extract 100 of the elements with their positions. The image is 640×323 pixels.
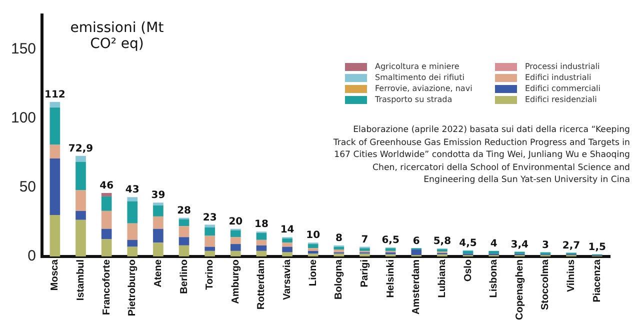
- x-tick-label: Mosca: [50, 259, 61, 291]
- bar: [153, 202, 164, 206]
- bar: [308, 244, 318, 248]
- y-tick-label: 150: [10, 40, 36, 58]
- total-label: 2,7: [562, 240, 580, 252]
- total-label: 39: [151, 190, 166, 202]
- bar: [178, 237, 190, 246]
- bar: [411, 250, 422, 256]
- x-tick-label: Copenaghen: [514, 259, 526, 320]
- bar: [230, 250, 241, 256]
- bar: [488, 250, 499, 254]
- legend-label: Edifici industriali: [525, 73, 592, 82]
- legend-label: Trasporto su strada: [375, 95, 452, 104]
- y-tick-label: 50: [19, 178, 36, 196]
- y-axis-title: emissioni (Mt CO² eq): [69, 20, 165, 52]
- bar: [127, 201, 138, 224]
- total-label: 3: [542, 240, 549, 251]
- x-tick-label: Vilnius: [566, 259, 578, 292]
- total-label: 6: [412, 236, 420, 247]
- x-tick-label: Helsinki: [385, 259, 396, 298]
- bar: [101, 196, 112, 211]
- total-label: 23: [202, 212, 217, 224]
- legend-label: Agricoltura e miniere: [375, 62, 460, 71]
- bar: [127, 246, 138, 256]
- total-label: 14: [280, 224, 294, 236]
- bar: [101, 192, 112, 196]
- bar: [204, 236, 215, 247]
- bar: [437, 249, 448, 252]
- total-label: 4,5: [459, 238, 477, 249]
- bar: [360, 254, 370, 256]
- bar: [204, 224, 215, 228]
- x-tick-label: Lubiana: [436, 259, 448, 298]
- bar: [50, 107, 60, 145]
- total-label: 46: [100, 180, 114, 192]
- x-tick-label: Torino: [204, 259, 216, 290]
- bar: [256, 232, 267, 240]
- legend-label: Edifici commerciali: [525, 84, 600, 93]
- legend-label: Processi industriali: [525, 62, 600, 71]
- total-label: 4: [490, 238, 498, 250]
- total-label: 7: [361, 234, 368, 246]
- legend-label: Edifici residenziali: [525, 95, 597, 104]
- bar: [50, 158, 60, 216]
- bar: [153, 216, 164, 229]
- bar: [50, 144, 60, 158]
- total-label: 43: [125, 184, 140, 196]
- total-label: 5,8: [433, 236, 452, 248]
- bar: [230, 230, 241, 238]
- bar: [101, 210, 112, 229]
- bar: [334, 250, 344, 252]
- bar: [127, 197, 138, 202]
- x-tick-label: Bologna: [334, 259, 345, 300]
- legend-label: Ferrovie, aviazione, navi: [375, 84, 472, 93]
- x-tick-label: Parigi: [359, 259, 370, 288]
- total-label: 1,5: [588, 242, 606, 253]
- x-tick-label: Berlino: [178, 259, 190, 294]
- x-tick-label: Amsterdam: [411, 259, 422, 314]
- bar: [308, 250, 318, 254]
- total-label: 18: [254, 219, 268, 230]
- bar: [204, 250, 215, 256]
- x-tick-label: Pietroburgo: [127, 259, 138, 316]
- bar: [101, 228, 112, 240]
- x-tick-label: Francoforte: [101, 259, 112, 316]
- x-tick-label: Atene: [152, 259, 164, 288]
- bar: [127, 223, 138, 240]
- bar: [256, 240, 267, 246]
- annotation: Elaborazione (aprile 2022) basata sui dati della ricerca “Keeping Track of Greenhouse Gas Emission Reduction Progress and Targets in 167 Cities Worldwide” condotta da Ting Wei, Junliang Wu e Shaoqing Chen, ricercatori della School of Environmental Science and Engineering della Sun Yat-sen University in Cina: [332, 124, 630, 186]
- bar: [50, 102, 60, 108]
- y-tick-label: 100: [10, 110, 36, 127]
- bar: [204, 246, 215, 251]
- y-tick-label: 0: [28, 248, 36, 265]
- bar: [178, 219, 190, 226]
- bar: [153, 205, 164, 216]
- bar: [230, 237, 241, 244]
- bar: [385, 248, 396, 251]
- bar: [308, 254, 318, 256]
- bar: [153, 228, 164, 243]
- total-label: 72,9: [68, 143, 94, 154]
- bar: [282, 238, 292, 243]
- x-tick-label: Lione: [308, 259, 319, 286]
- total-label: 112: [44, 90, 66, 101]
- bar: [101, 239, 112, 256]
- x-tick-label: Stoccolma: [540, 259, 552, 310]
- bar: [308, 248, 318, 251]
- bar: [178, 245, 190, 256]
- bar: [282, 252, 292, 256]
- bar: [360, 248, 370, 251]
- bar: [76, 162, 86, 190]
- bar: [256, 245, 267, 251]
- bar: [50, 215, 60, 256]
- total-label: 3,4: [510, 239, 529, 250]
- total-label: 10: [306, 230, 320, 242]
- bar: [76, 210, 86, 220]
- x-tick-label: Piacenza: [592, 259, 603, 302]
- bar: [76, 220, 86, 256]
- bar: [76, 156, 86, 162]
- bar: [230, 244, 241, 251]
- total-label: 8: [335, 233, 342, 244]
- total-label: 28: [177, 205, 192, 216]
- bar: [282, 242, 292, 247]
- bar: [282, 246, 292, 252]
